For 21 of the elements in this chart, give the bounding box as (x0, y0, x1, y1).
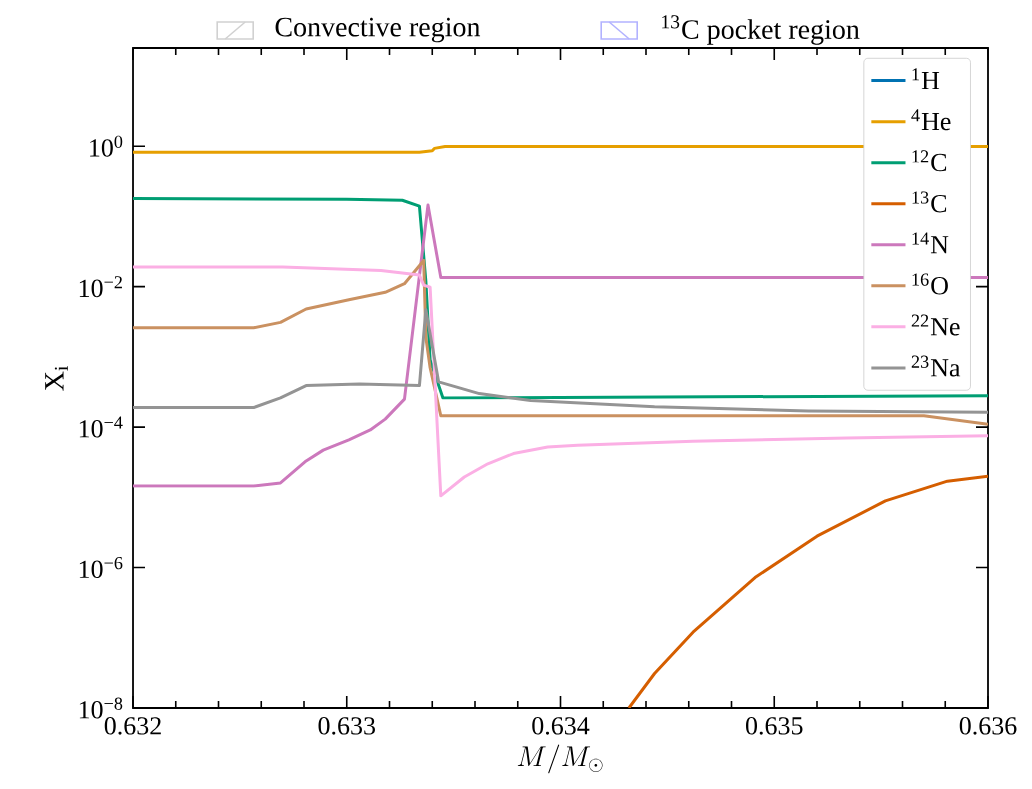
x-tick-label: 0.632 (104, 717, 161, 735)
legend-label: $^{13}$C (912, 191, 947, 213)
x-tick-label: 0.633 (318, 717, 375, 735)
y-tick-label: 10$^{−4}$ (79, 416, 123, 438)
x-tick-label: 0.636 (959, 717, 1017, 735)
legend-label: $^{12}$C (912, 150, 947, 172)
legend-label: $^{22}$Ne (911, 314, 960, 336)
text: Convective region (275, 17, 481, 43)
legend-label: $^{16}$O (912, 273, 948, 295)
x-tick-label: 0.635 (746, 717, 803, 735)
legend-label: $^{14}$N (912, 232, 949, 254)
x-tick-label: 0.634 (532, 717, 590, 735)
x-axis-title: $M/M_{\odot}$ (517, 744, 603, 774)
legend-label: $^{4}$He (911, 109, 951, 131)
y-tick-label: 10$^{−2}$ (79, 276, 122, 298)
y-tick-label: 10$^{−6}$ (79, 557, 123, 579)
y-axis-title: X$_{i}$ (45, 366, 68, 391)
y-tick-label: 10$^{0}$ (90, 135, 123, 157)
legend-label: $^{1}$H (912, 68, 940, 90)
legend-label: $^{23}$Na (911, 355, 961, 377)
text: $^{13}$C pocket region (662, 15, 860, 45)
